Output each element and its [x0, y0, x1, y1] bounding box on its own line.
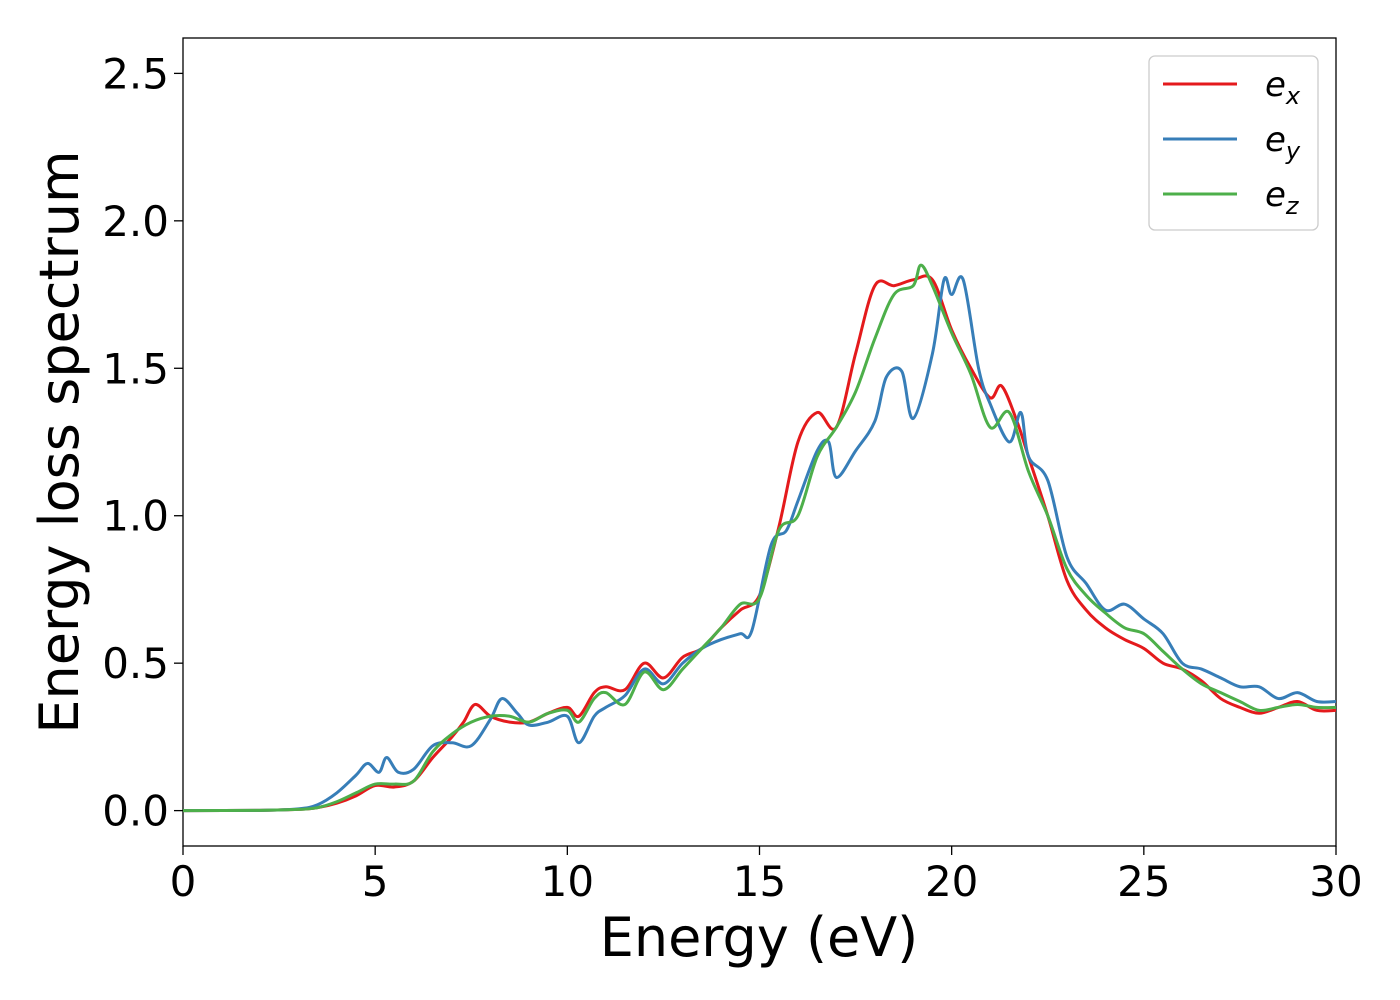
- x-tick-label: 20: [925, 857, 978, 906]
- x-tick-label: 30: [1309, 857, 1362, 906]
- x-tick-label: 15: [733, 857, 786, 906]
- y-tick-label: 0.0: [102, 787, 169, 836]
- legend-label-z: ez: [1265, 175, 1300, 220]
- x-tick-label: 0: [170, 857, 197, 906]
- x-axis-label: Energy (eV): [600, 906, 919, 969]
- y-tick-label: 1.5: [102, 344, 169, 393]
- y-tick-label: 0.5: [102, 639, 169, 688]
- x-axis: 0 5 10 15 20 25 30: [170, 846, 1363, 906]
- series-layer: [182, 263, 1337, 813]
- legend-label-x: ex: [1265, 65, 1301, 110]
- series-line-y: [182, 275, 1337, 813]
- legend: ex ey ez: [1148, 55, 1319, 231]
- x-tick-label: 25: [1117, 857, 1170, 906]
- y-tick-label: 2.0: [102, 197, 169, 246]
- y-axis: 0.0 0.5 1.0 1.5 2.0 2.5: [102, 49, 183, 836]
- x-tick-label: 5: [362, 857, 389, 906]
- legend-box: [1148, 55, 1319, 231]
- series-line-x: [182, 274, 1337, 813]
- legend-label-y: ey: [1265, 120, 1301, 165]
- y-axis-label: Energy loss spectrum: [28, 150, 91, 733]
- y-tick-label: 2.5: [102, 49, 169, 98]
- series-line-z: [182, 263, 1337, 813]
- x-tick-label: 10: [541, 857, 594, 906]
- y-tick-label: 1.0: [102, 492, 169, 541]
